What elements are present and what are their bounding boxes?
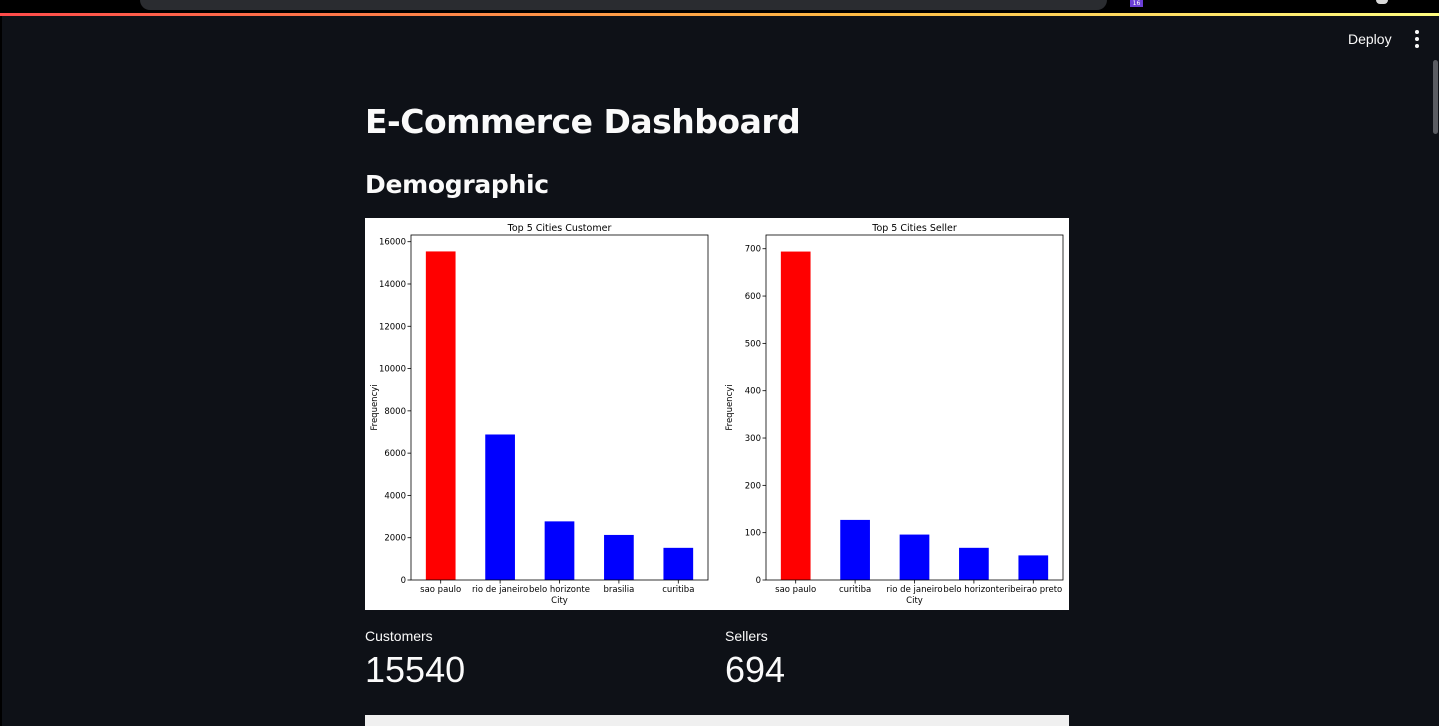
x-tick-label: rio de janeiro — [886, 585, 942, 595]
y-tick-label: 200 — [745, 481, 761, 491]
x-axis-label: City — [906, 596, 923, 606]
section-title-demographic: Demographic — [365, 170, 549, 199]
bar-1-sao-paulo — [780, 251, 811, 580]
axes-frame — [410, 234, 709, 581]
chart-title: Top 5 Cities Customer — [507, 223, 612, 234]
bar-1-rio-de-janeiro — [899, 534, 930, 580]
header-decoration-bar — [0, 13, 1439, 16]
x-tick-label: curitiba — [839, 585, 871, 595]
demographic-charts-svg: sao paulo rio de janeiro belo horizonte bra… — [370, 223, 1064, 606]
bar-0-curitiba — [663, 547, 694, 580]
metric-sellers-label: Sellers — [725, 628, 768, 644]
x-tick-label: sao paulo — [420, 585, 461, 595]
profile-avatar[interactable] — [1376, 0, 1388, 4]
bar-1-curitiba — [840, 519, 870, 580]
next-chart-block — [365, 715, 1069, 726]
deploy-button[interactable]: Deploy — [1338, 27, 1402, 51]
metric-sellers: Sellers 694 — [725, 628, 785, 690]
y-tick-label: 600 — [745, 292, 761, 302]
bar-1-ribeirao-preto — [1018, 555, 1049, 580]
metric-customers-label: Customers — [365, 628, 433, 644]
demographic-figure: sao paulo rio de janeiro belo horizonte bra… — [365, 218, 1069, 610]
y-tick-label: 8000 — [384, 407, 406, 417]
y-tick-label: 500 — [745, 339, 761, 349]
extension-badge[interactable]: 16 — [1130, 0, 1143, 7]
axes-frame — [765, 234, 1064, 581]
window-left-edge — [0, 16, 2, 726]
x-tick-label: rio de janeiro — [472, 585, 528, 595]
y-tick-label: 16000 — [379, 238, 406, 248]
x-tick-label: curitiba — [662, 585, 694, 595]
kebab-menu-icon-dot — [1415, 30, 1419, 34]
y-tick-label: 4000 — [384, 491, 406, 501]
y-tick-label: 700 — [745, 245, 761, 255]
browser-address-bar[interactable] — [140, 0, 1107, 10]
y-tick-label: 2000 — [384, 534, 406, 544]
kebab-menu-icon-dot — [1415, 44, 1419, 48]
bar-0-rio-de-janeiro — [485, 434, 515, 580]
y-axis-label: Frequencyi — [725, 384, 735, 430]
metric-sellers-value: 694 — [725, 649, 786, 690]
y-axis-label: Frequencyi — [370, 384, 380, 430]
x-tick-label: belo horizonte — [943, 585, 1004, 595]
y-tick-label: 400 — [745, 387, 761, 397]
y-tick-label: 6000 — [384, 449, 406, 459]
x-tick-label: brasilia — [603, 585, 634, 595]
metric-customers: Customers 15540 — [365, 628, 465, 690]
y-tick-label: 14000 — [379, 280, 406, 290]
y-tick-label: 0 — [401, 576, 406, 586]
chart-title: Top 5 Cities Seller — [871, 223, 957, 234]
bar-1-belo-horizonte — [959, 547, 989, 580]
bar-0-belo-horizonte — [544, 521, 575, 580]
x-tick-label: belo horizonte — [529, 585, 590, 595]
page-title: E-Commerce Dashboard — [365, 102, 801, 141]
metric-customers-value: 15540 — [365, 649, 466, 690]
y-tick-label: 0 — [756, 576, 761, 586]
y-tick-label: 10000 — [379, 365, 406, 375]
x-tick-label: ribeirao preto — [1004, 585, 1062, 595]
y-tick-label: 12000 — [379, 322, 406, 332]
main-menu-button[interactable] — [1405, 26, 1429, 52]
x-axis-label: City — [551, 596, 568, 606]
x-tick-label: sao paulo — [775, 585, 816, 595]
bar-0-sao-paulo — [425, 251, 456, 580]
y-tick-label: 300 — [745, 434, 761, 444]
scrollbar-thumb[interactable] — [1433, 60, 1438, 134]
y-tick-label: 100 — [745, 529, 761, 539]
bar-0-brasilia — [604, 534, 634, 580]
kebab-menu-icon-dot — [1415, 37, 1419, 41]
